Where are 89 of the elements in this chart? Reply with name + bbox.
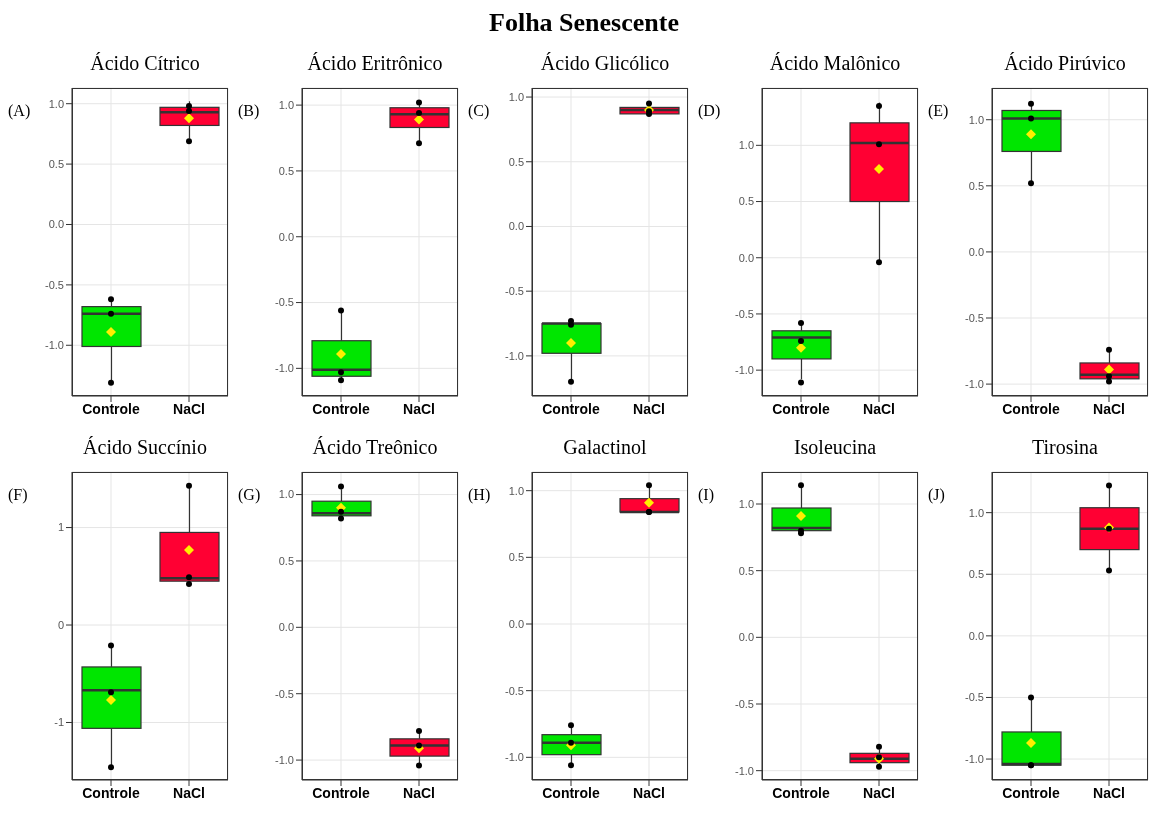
y-tick-label: -1.0 <box>275 753 294 766</box>
y-tick-label: -0.5 <box>275 296 294 309</box>
y-tick-label: -0.5 <box>505 285 524 298</box>
y-tick-label: 0.5 <box>278 554 294 567</box>
chart-title: Ácido Malônico <box>768 51 902 76</box>
chart-title: Ácido Succínio <box>82 435 208 460</box>
text: (H) <box>468 486 491 504</box>
y-tick-label: 0.0 <box>48 218 64 231</box>
y-tick-label: 0.0 <box>968 245 984 258</box>
y-tick-label: -0.5 <box>505 684 524 697</box>
y-tick-label: 0.5 <box>738 564 754 577</box>
chart-title: Ácido Pirúvico <box>1003 51 1127 76</box>
chart-title: Galactinol <box>562 435 648 460</box>
y-tick-label: 0.5 <box>968 568 984 581</box>
x-tick-label: Controle <box>772 400 830 417</box>
y-tick-label: -0.5 <box>275 687 294 700</box>
text: (D) <box>698 102 721 120</box>
y-tick-label: 0.5 <box>278 164 294 177</box>
x-tick-label: NaCl <box>403 400 435 417</box>
x-tick-label: NaCl <box>863 400 895 417</box>
y-tick-label: 0.0 <box>738 251 754 264</box>
x-tick-label: NaCl <box>173 784 205 801</box>
y-tick-label: 1.0 <box>278 488 294 501</box>
chart-title: Tirosina <box>1031 435 1099 460</box>
y-tick-label: 1 <box>57 521 64 534</box>
y-tick-label: 1.0 <box>738 139 754 152</box>
y-tick-label: -1.0 <box>275 362 294 375</box>
y-tick-label: 0.0 <box>968 629 984 642</box>
y-tick-label: 0.5 <box>738 195 754 208</box>
y-tick-label: 0.5 <box>968 179 984 192</box>
x-tick-label: NaCl <box>403 784 435 801</box>
y-tick-label: -0.5 <box>965 311 984 324</box>
y-tick-label: 0.5 <box>508 155 524 168</box>
text: (F) <box>8 486 28 504</box>
text: (J) <box>928 486 945 504</box>
x-tick-label: NaCl <box>1093 400 1125 417</box>
y-tick-label: 0.5 <box>508 551 524 564</box>
y-tick-label: -1.0 <box>965 752 984 765</box>
y-tick-label: 0.0 <box>508 220 524 233</box>
y-tick-label: -0.5 <box>735 307 754 320</box>
text: (C) <box>468 102 490 120</box>
y-tick-label: -1.0 <box>505 751 524 764</box>
y-tick-label: -1.0 <box>505 349 524 362</box>
x-tick-label: Controle <box>1002 784 1060 801</box>
y-tick-label: 1.0 <box>48 97 64 110</box>
x-tick-label: NaCl <box>633 400 665 417</box>
y-tick-label: 1.0 <box>968 113 984 126</box>
chart-title: Ácido Eritrônico <box>306 51 444 76</box>
y-tick-label: -1.0 <box>735 364 754 377</box>
y-tick-label: -1.0 <box>45 339 64 352</box>
x-tick-label: Controle <box>82 784 140 801</box>
y-tick-label: -1.0 <box>735 764 754 777</box>
x-tick-label: NaCl <box>1093 784 1125 801</box>
y-tick-label: 0.0 <box>278 230 294 243</box>
y-tick-label: -0.5 <box>965 691 984 704</box>
y-tick-label: 1.0 <box>508 484 524 497</box>
x-tick-label: Controle <box>542 784 600 801</box>
y-tick-label: 1.0 <box>508 90 524 103</box>
text: (B) <box>238 102 260 120</box>
y-tick-label: 0.5 <box>48 158 64 170</box>
y-tick-label: 0.0 <box>508 617 524 630</box>
y-tick-label: 1.0 <box>278 99 294 112</box>
y-tick-label: -0.5 <box>735 697 754 710</box>
y-tick-label: 1.0 <box>968 506 984 519</box>
y-tick-label: 0.0 <box>738 631 754 644</box>
x-tick-label: NaCl <box>173 400 205 417</box>
text: (E) <box>928 102 949 120</box>
x-tick-label: Controle <box>1002 400 1060 417</box>
chart-title: Ácido Treônico <box>311 435 439 460</box>
x-tick-label: Controle <box>772 784 830 801</box>
x-tick-label: NaCl <box>863 784 895 801</box>
x-tick-label: NaCl <box>633 784 665 801</box>
y-tick-label: -1.0 <box>965 378 984 391</box>
y-tick-label: -0.5 <box>45 278 64 291</box>
x-tick-label: Controle <box>542 400 600 417</box>
y-tick-label: -1 <box>54 716 64 729</box>
y-tick-label: 1.0 <box>738 497 754 510</box>
x-tick-label: Controle <box>82 400 140 417</box>
y-tick-label: 0.0 <box>278 621 294 634</box>
text: Folha Senescente <box>488 8 680 39</box>
chart-title: Ácido Cítrico <box>89 51 201 76</box>
text: (I) <box>698 486 714 504</box>
x-tick-label: Controle <box>312 400 370 417</box>
x-tick-label: Controle <box>312 784 370 801</box>
text: (G) <box>238 486 261 504</box>
y-tick-label: 0 <box>57 618 64 631</box>
text: (A) <box>8 102 31 120</box>
chart-title: Ácido Glicólico <box>539 51 671 76</box>
chart-title: Isoleucina <box>792 435 878 460</box>
